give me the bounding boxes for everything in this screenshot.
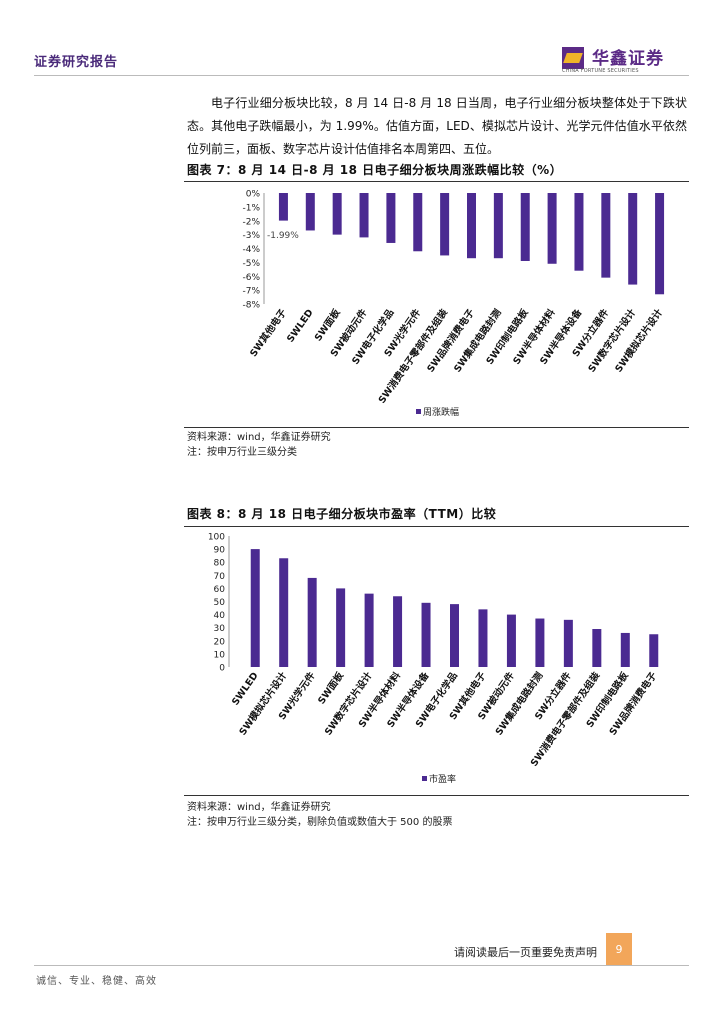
disclaimer-text[interactable]: 请阅读最后一页重要免责声明 — [454, 946, 597, 959]
logo-mark-icon — [562, 47, 584, 69]
y-tick-label: 90 — [214, 546, 226, 556]
bar — [450, 604, 459, 667]
bar — [563, 619, 573, 667]
logo-cn: 华鑫证券 — [592, 49, 664, 69]
footer-motto: 诚信、专业、稳健、高效 — [36, 976, 157, 987]
header-rule — [34, 75, 689, 76]
figure7-top-rule — [184, 181, 689, 182]
y-tick-label: 60 — [214, 585, 226, 595]
y-tick-label: 50 — [214, 598, 226, 608]
bar — [547, 193, 557, 264]
y-tick-label: 20 — [214, 637, 226, 647]
bar — [601, 193, 611, 278]
figure8-title: 图表 8：8 月 18 日电子细分板块市盈率（TTM）比较 — [187, 507, 497, 521]
bar — [279, 558, 289, 667]
bar — [655, 193, 665, 295]
weekly-change-chart: 0%-1%-2%-3%-4%-5%-6%-7%-8%SW其他电子SWLEDSW面… — [242, 190, 666, 419]
y-tick-label: -3% — [242, 231, 260, 241]
figure7-note: 注：按申万行业三级分类 — [187, 447, 297, 458]
x-tick-label: SWLED — [230, 670, 261, 707]
y-tick-label: 40 — [214, 611, 226, 621]
data-label: -1.99% — [267, 231, 299, 241]
footer-rule — [34, 965, 689, 966]
y-tick-label: 100 — [208, 533, 225, 543]
bar — [332, 193, 342, 235]
bar — [393, 596, 403, 667]
bar — [364, 593, 374, 667]
page-number: 9 — [606, 933, 632, 966]
y-tick-label: -8% — [242, 301, 260, 311]
y-tick-label: -1% — [242, 203, 260, 213]
bar — [649, 634, 659, 667]
bar — [493, 193, 503, 259]
figure8-note: 注：按申万行业三级分类，剔除负值或数值大于 500 的股票 — [187, 817, 453, 828]
legend-swatch — [416, 409, 421, 414]
bar — [506, 614, 516, 667]
bar — [305, 193, 315, 231]
bar — [440, 193, 450, 256]
x-tick-label: SW数字芯片设计 — [586, 306, 639, 374]
bar — [307, 577, 317, 667]
bar — [535, 618, 545, 667]
intro-paragraph: 电子行业细分板块比较，8 月 14 日-8 月 18 日当周，电子行业细分板块整… — [187, 96, 687, 156]
y-tick-label: -6% — [242, 273, 260, 283]
x-tick-label: SW面板 — [315, 669, 346, 706]
bar — [278, 193, 288, 221]
figure8-source: 资料来源：wind，华鑫证券研究 — [187, 802, 331, 813]
bar — [386, 193, 396, 243]
y-tick-label: -2% — [242, 217, 260, 227]
figure7-title: 图表 7：8 月 14 日-8 月 18 日电子细分板块周涨跌幅比较（%） — [187, 163, 563, 177]
report-header-title: 证券研究报告 — [34, 55, 119, 70]
logo: 华鑫证券 CHINA FORTUNE SECURITIES — [562, 44, 672, 76]
x-tick-label: SW模拟芯片设计 — [613, 306, 666, 374]
figure7-bottom-rule — [184, 427, 689, 428]
x-tick-label: SW品牌消费电子 — [424, 306, 477, 374]
bar — [421, 602, 431, 667]
y-tick-label: 30 — [214, 624, 226, 634]
bar — [574, 193, 584, 271]
bar — [250, 549, 260, 667]
y-tick-label: 70 — [214, 572, 226, 582]
bar — [413, 193, 423, 252]
y-tick-label: -4% — [242, 245, 260, 255]
logo-en: CHINA FORTUNE SECURITIES — [562, 68, 639, 74]
bar — [592, 629, 602, 667]
figure8-bottom-rule — [184, 795, 689, 796]
x-tick-label: SW其他电子 — [247, 306, 289, 359]
y-tick-label: -5% — [242, 259, 260, 269]
bar — [628, 193, 638, 285]
bar — [620, 632, 630, 667]
y-tick-label: 0% — [246, 190, 261, 200]
x-tick-label: SW集成电路封测 — [451, 306, 504, 374]
y-tick-label: 0 — [219, 664, 225, 674]
figure7-source: 资料来源：wind，华鑫证券研究 — [187, 432, 331, 443]
bar — [336, 588, 346, 667]
y-tick-label: 80 — [214, 559, 226, 569]
legend-swatch — [422, 776, 427, 781]
bar — [359, 193, 369, 238]
bar — [467, 193, 476, 259]
y-tick-label: -7% — [242, 287, 260, 297]
legend-label: 周涨跌幅 — [423, 406, 459, 418]
figure8-top-rule — [184, 526, 689, 527]
pe-ratio-chart: 1009080706050403020100SWLEDSW模拟芯片设计SW光学元… — [208, 533, 660, 786]
y-tick-label: 10 — [214, 650, 226, 660]
bar — [478, 609, 488, 667]
x-tick-label: SWLED — [285, 307, 316, 344]
bar — [520, 193, 530, 261]
legend-label: 市盈率 — [429, 773, 456, 785]
